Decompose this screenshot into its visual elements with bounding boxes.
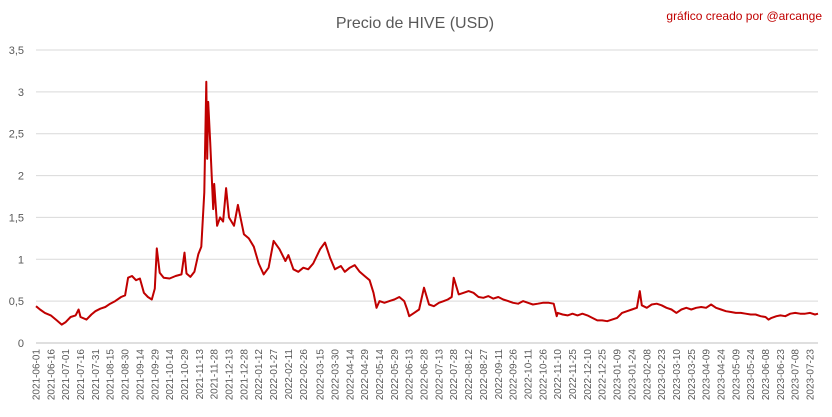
- y-tick-label: 1: [18, 254, 24, 266]
- x-tick-label: 2022-08-27: [479, 349, 490, 401]
- x-tick-label: 2021-08-15: [106, 349, 117, 401]
- x-tick-label: 2022-02-26: [299, 349, 310, 401]
- x-tick-label: 2021-06-16: [46, 349, 57, 401]
- y-tick-label: 3: [18, 87, 24, 99]
- x-tick-label: 2021-07-01: [61, 349, 72, 401]
- x-axis-ticks: 2021-06-01 2021-06-16 2021-07-01 2021-07-16…: [32, 349, 817, 401]
- x-tick-label: 2022-01-27: [269, 349, 280, 401]
- y-tick-label: 3,5: [9, 45, 24, 57]
- y-tick-label: 2,5: [9, 129, 24, 141]
- x-tick-label: 2021-12-28: [239, 349, 250, 401]
- series-group: [35, 80, 819, 326]
- x-tick-label: 2023-02-08: [642, 349, 653, 401]
- x-tick-label: 2022-09-11: [494, 349, 505, 400]
- x-tick-label: 2022-07-28: [449, 349, 460, 401]
- x-tick-label: 2021-10-29: [180, 349, 191, 401]
- x-tick-label: 2022-04-29: [360, 349, 371, 401]
- x-tick-label: 2022-10-26: [538, 349, 549, 401]
- y-tick-label: 0,5: [9, 296, 24, 308]
- x-tick-label: 2023-05-24: [746, 349, 757, 401]
- x-tick-label: 2022-07-13: [434, 349, 445, 401]
- x-tick-label: 2022-09-26: [509, 349, 520, 401]
- chart-credit: gráfico creado por @arcange: [666, 9, 822, 23]
- x-tick-label: 2022-10-11: [523, 349, 534, 400]
- x-tick-label: 2022-04-14: [345, 349, 356, 401]
- x-tick-label: 2023-07-08: [791, 349, 802, 401]
- gridlines: [36, 49, 818, 302]
- x-tick-label: 2023-01-09: [613, 349, 624, 401]
- x-tick-label: 2022-05-29: [390, 349, 401, 401]
- x-tick-label: 2022-11-25: [568, 349, 579, 400]
- x-tick-label: 2021-08-30: [121, 349, 132, 401]
- x-tick-label: 2023-06-08: [761, 349, 772, 401]
- x-tick-label: 2023-02-23: [657, 349, 668, 401]
- x-tick-label: 2021-12-13: [225, 349, 236, 401]
- x-tick-label: 2023-01-24: [627, 349, 638, 401]
- x-tick-label: 2021-09-14: [135, 349, 146, 401]
- x-tick-label: 2021-11-28: [210, 349, 221, 400]
- x-tick-label: 2022-03-15: [316, 349, 327, 401]
- x-tick-label: 2022-12-25: [598, 349, 609, 401]
- x-tick-label: 2022-05-14: [375, 349, 386, 401]
- x-tick-label: 2022-02-11: [284, 349, 295, 400]
- x-tick-label: 2023-05-09: [731, 349, 742, 401]
- x-tick-label: 2021-06-01: [32, 349, 43, 401]
- x-tick-label: 2022-06-13: [405, 349, 416, 401]
- x-tick-label: 2023-04-09: [702, 349, 713, 401]
- chart-title: Precio de HIVE (USD): [336, 15, 494, 32]
- x-tick-label: 2022-06-28: [420, 349, 431, 401]
- x-tick-label: 2022-11-10: [553, 349, 564, 400]
- x-tick-label: 2021-10-14: [165, 349, 176, 401]
- y-tick-label: 1,5: [9, 212, 24, 224]
- x-tick-label: 2023-06-23: [776, 349, 787, 401]
- x-tick-label: 2023-03-10: [672, 349, 683, 401]
- x-tick-label: 2022-12-10: [583, 349, 594, 401]
- x-tick-label: 2023-07-23: [806, 349, 817, 401]
- x-tick-label: 2021-09-29: [150, 349, 161, 401]
- y-tick-label: 0: [18, 338, 24, 350]
- x-tick-label: 2022-03-30: [330, 349, 341, 401]
- x-tick-label: 2021-07-31: [91, 349, 102, 401]
- x-tick-label: 2021-11-13: [195, 349, 206, 400]
- x-tick-label: 2021-07-16: [76, 349, 87, 401]
- x-tick-label: 2022-01-12: [254, 349, 265, 401]
- y-tick-label: 2: [18, 171, 24, 183]
- x-tick-label: 2023-04-24: [716, 349, 727, 401]
- y-axis-ticks: 0 0,5 1 1,5 2 2,5 3 3,5: [9, 45, 24, 350]
- x-tick-label: 2023-03-25: [687, 349, 698, 401]
- x-tick-label: 2022-08-12: [464, 349, 475, 401]
- series-line-hive-price: [35, 80, 819, 326]
